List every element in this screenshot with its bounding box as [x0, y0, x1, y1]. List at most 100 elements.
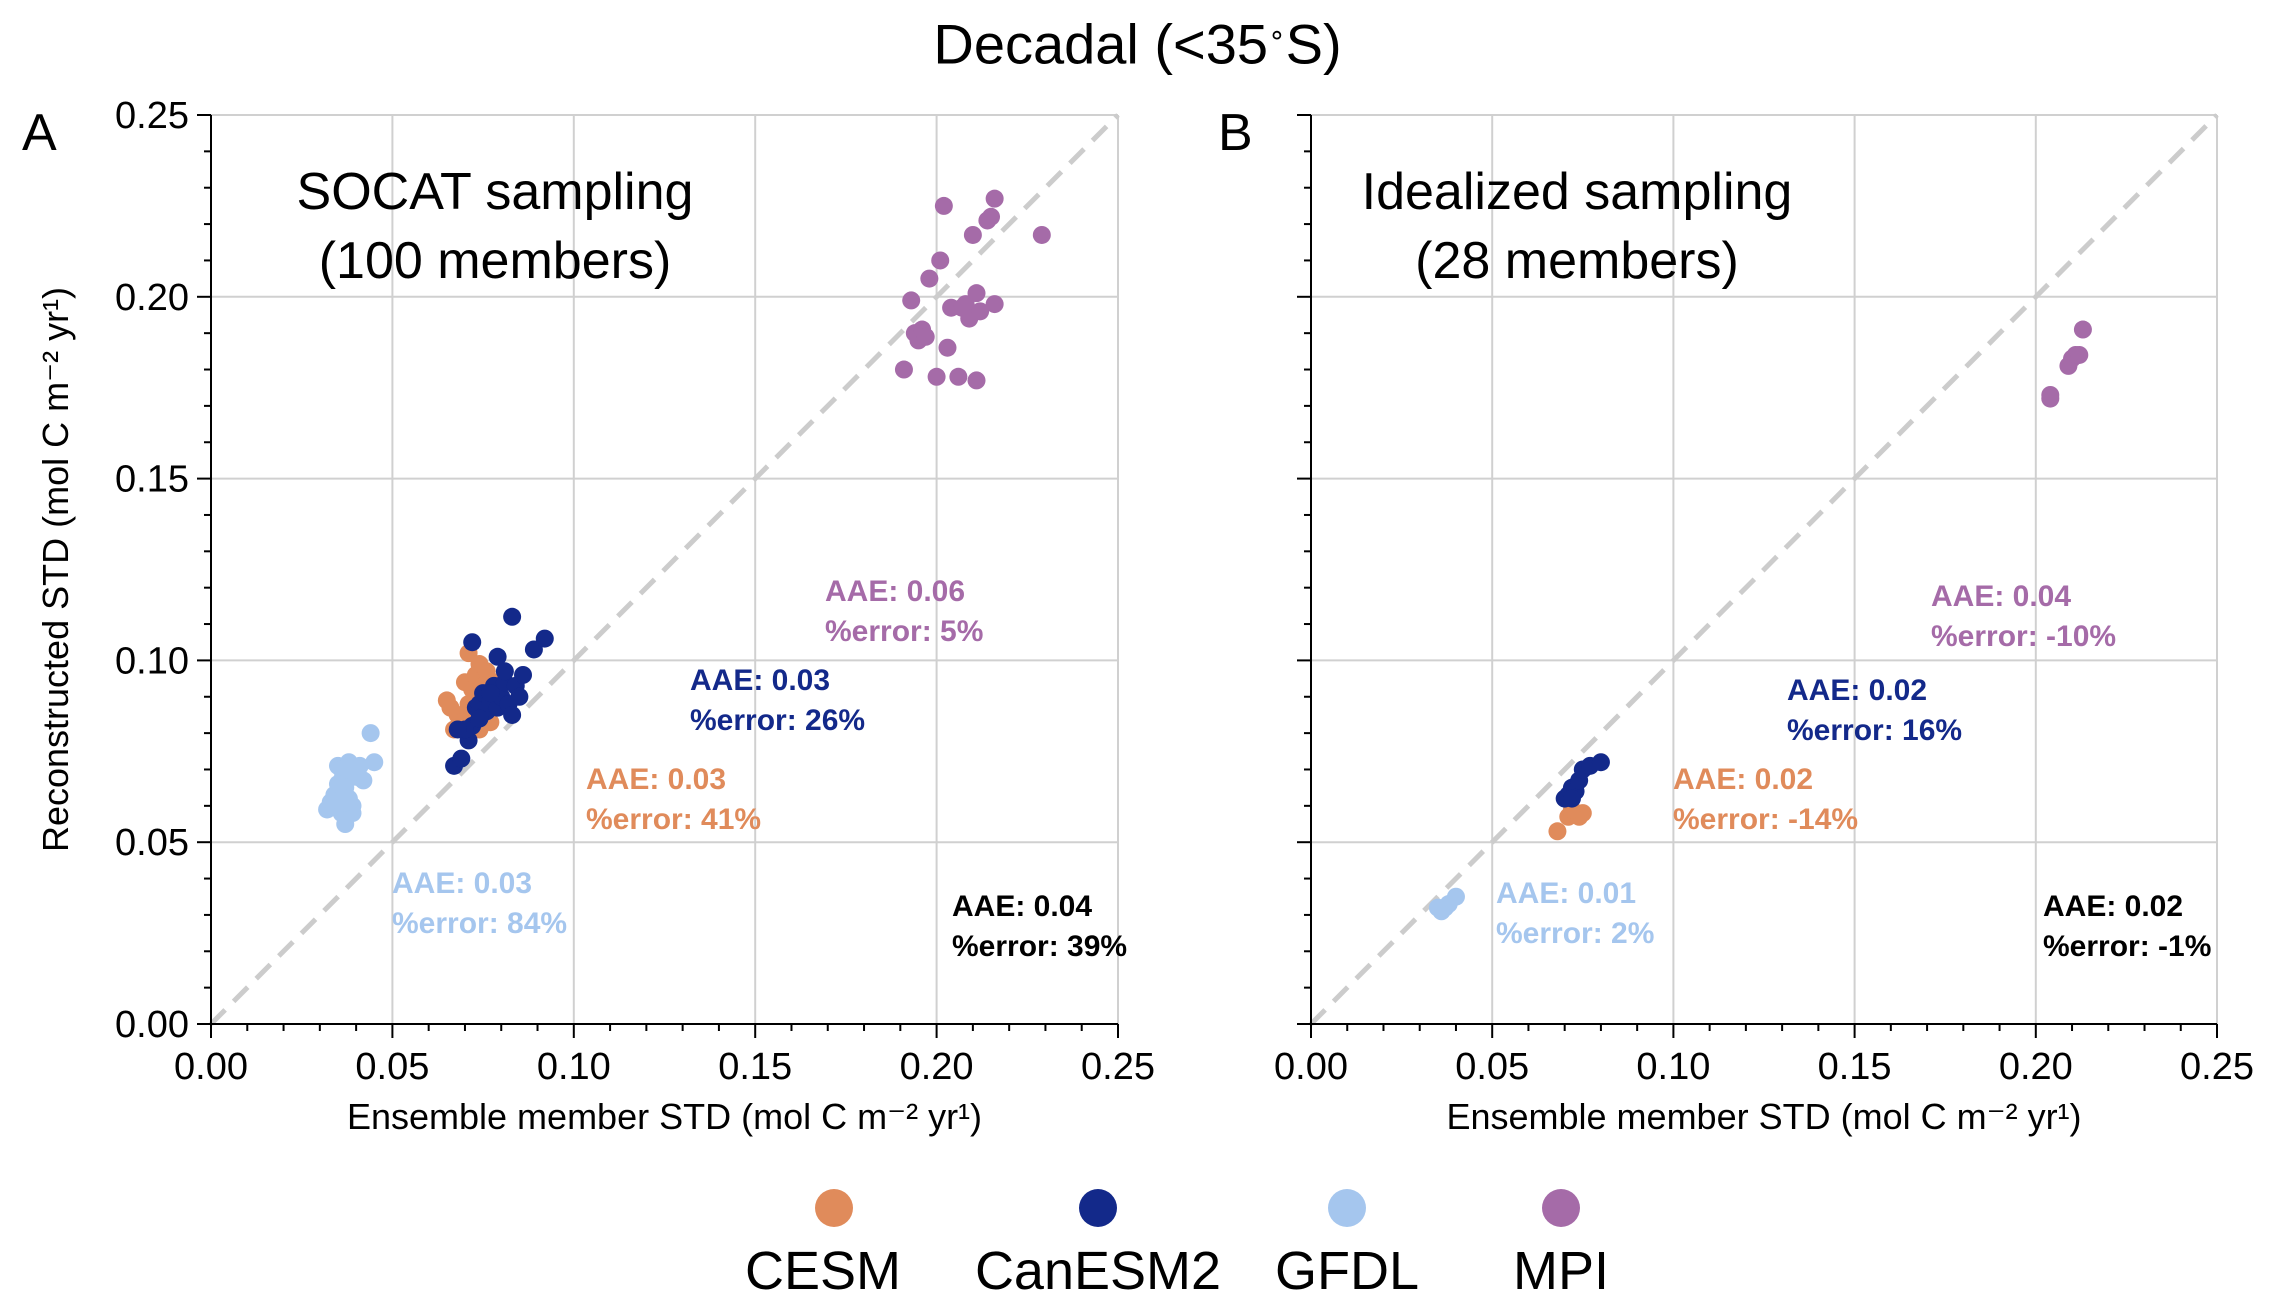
y-tick-label: 0.00 [115, 1004, 189, 1046]
data-point [920, 269, 939, 288]
series-gfdl [318, 724, 384, 834]
annotation-aae: AAE: 0.06 [825, 575, 965, 608]
data-point [365, 753, 384, 772]
x-tick-label: 0.20 [900, 1046, 974, 1088]
panel-title-line-2: (28 members) [1415, 232, 1739, 290]
annotation-aae: AAE: 0.03 [690, 664, 830, 697]
data-point [934, 196, 953, 215]
x-tick-label: 0.00 [1274, 1046, 1348, 1088]
data-point [1591, 753, 1610, 772]
data-point [2073, 320, 2092, 339]
data-point [350, 756, 369, 775]
annotation-percent-error: %error: -14% [1673, 803, 1858, 836]
data-point [2070, 345, 2089, 364]
y-axis-label: Reconstructed STD (mol C m⁻² yr¹) [35, 287, 76, 852]
panel-letter: B [1218, 104, 1253, 162]
legend: CESM CanESM2 GFDL MPI [745, 1189, 1609, 1301]
x-tick-label: 0.10 [537, 1046, 611, 1088]
legend-label: MPI [1513, 1241, 1609, 1301]
annotation-percent-error: %error: 5% [825, 615, 983, 648]
data-point [949, 367, 968, 386]
x-tick-label: 0.25 [2180, 1046, 2254, 1088]
data-point [916, 327, 935, 346]
x-tick-label: 0.20 [1999, 1046, 2073, 1088]
legend-marker [1328, 1189, 1366, 1227]
series-gfdl [1428, 887, 1465, 921]
data-point [985, 189, 1004, 208]
data-point [894, 360, 913, 379]
panel-title-line-1: Idealized sampling [1362, 163, 1793, 221]
data-point [495, 662, 514, 681]
data-point [336, 793, 355, 812]
series-canesm2 [1555, 753, 1610, 808]
overall-annotation-aae: AAE: 0.04 [952, 890, 1092, 923]
y-tick-label: 0.15 [115, 459, 189, 501]
annotation-aae: AAE: 0.04 [1931, 580, 2071, 613]
y-tick-label: 0.25 [115, 95, 189, 137]
data-point [956, 295, 975, 314]
data-point [2041, 385, 2060, 404]
overall-annotation-percent-error: %error: 39% [952, 930, 1127, 963]
legend-label: GFDL [1275, 1241, 1419, 1301]
annotation-aae: AAE: 0.02 [1673, 763, 1813, 796]
data-point [1548, 822, 1567, 841]
series-mpi [2041, 320, 2092, 408]
legend-label: CESM [745, 1241, 901, 1301]
data-point [931, 251, 950, 270]
x-tick-label: 0.00 [174, 1046, 248, 1088]
data-point [328, 775, 347, 794]
x-tick-label: 0.05 [355, 1046, 429, 1088]
data-point [361, 724, 380, 743]
panel-title-line-1: SOCAT sampling [297, 163, 694, 221]
figure-title: Decadal (<35∘S) [933, 12, 1342, 76]
panel-letter: A [22, 104, 57, 162]
panel-title-line-2: (100 members) [319, 232, 672, 290]
data-point [503, 607, 522, 626]
data-point [982, 207, 1001, 226]
x-axis-label: Ensemble member STD (mol C m⁻² yr¹) [1446, 1096, 2081, 1137]
data-point [1562, 789, 1581, 808]
reference-line-y-equals-x [209, 113, 1120, 1026]
annotation-aae: AAE: 0.01 [1496, 877, 1636, 910]
data-point [503, 705, 522, 724]
legend-marker [815, 1189, 853, 1227]
data-point [452, 749, 471, 768]
annotation-percent-error: %error: 26% [690, 704, 865, 737]
annotation-percent-error: %error: 2% [1496, 917, 1654, 950]
data-point [535, 629, 554, 648]
data-point [902, 291, 921, 310]
annotation-percent-error: %error: -10% [1931, 620, 2116, 653]
annotation-percent-error: %error: 84% [392, 907, 567, 940]
data-point [448, 720, 467, 739]
data-point [971, 302, 990, 321]
series-canesm2 [445, 607, 554, 775]
x-tick-label: 0.15 [1818, 1046, 1892, 1088]
data-point [510, 687, 529, 706]
data-point [985, 295, 1004, 314]
data-point [1032, 225, 1051, 244]
series-cesm [1548, 800, 1592, 841]
annotation-aae: AAE: 0.02 [1787, 674, 1927, 707]
annotation-percent-error: %error: 41% [586, 803, 761, 836]
data-point [967, 371, 986, 390]
legend-label: CanESM2 [975, 1241, 1221, 1301]
panel-b: 0.00 0.05 0.10 0.15 0.20 0.25 Ensemble member … [1218, 104, 2254, 1137]
annotation-aae: AAE: 0.03 [586, 763, 726, 796]
panel-a: 0.00 0.05 0.10 0.15 0.20 0.25 0.00 0.05 0.10 0.15… [22, 95, 1155, 1137]
annotation-aae: AAE: 0.03 [392, 867, 532, 900]
reference-line-y-equals-x [1309, 113, 2219, 1026]
y-tick-label: 0.05 [115, 822, 189, 864]
y-tick-label: 0.20 [115, 277, 189, 319]
data-point [332, 760, 351, 779]
data-point [481, 684, 500, 703]
legend-marker [1542, 1189, 1580, 1227]
x-tick-label: 0.05 [1455, 1046, 1529, 1088]
x-tick-label: 0.15 [718, 1046, 792, 1088]
data-point [1446, 887, 1465, 906]
data-point [470, 709, 489, 728]
data-point [488, 647, 507, 666]
data-point [514, 665, 533, 684]
data-point [938, 338, 957, 357]
x-tick-label: 0.10 [1636, 1046, 1710, 1088]
